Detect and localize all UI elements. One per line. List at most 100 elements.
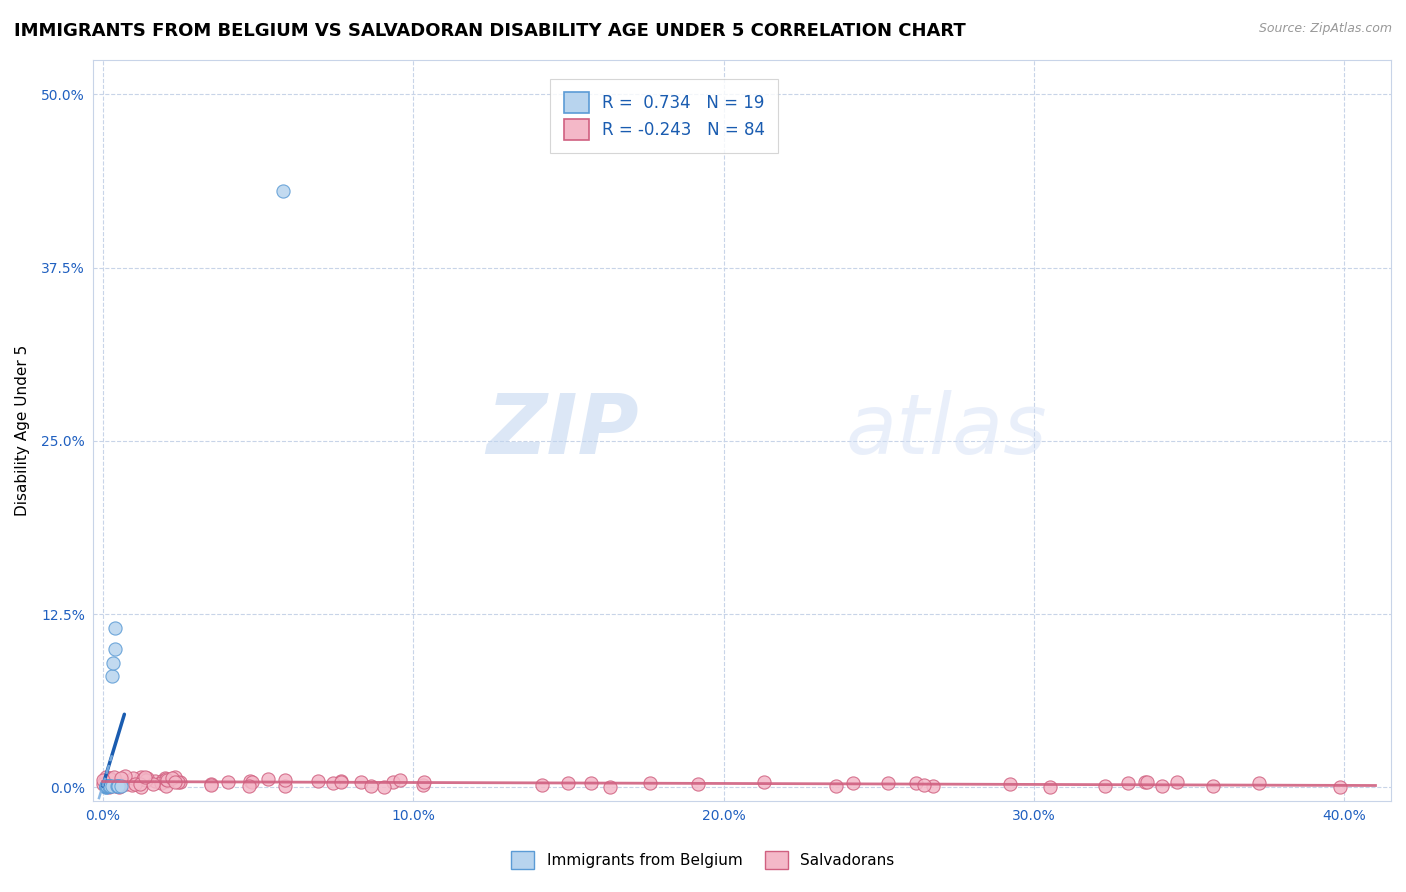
Point [1133,775,1156,789]
Point [96,779,118,793]
Point [321,775,343,789]
Point [824,780,846,794]
Point [104,641,127,656]
Point [257,772,280,787]
Point [200,777,222,791]
Point [155,780,177,794]
Point [162,771,184,785]
Point [1039,780,1062,794]
Point [94,779,117,793]
Point [752,775,775,789]
Point [122,771,145,785]
Point [110,771,132,785]
Point [922,780,945,794]
Point [98,772,121,787]
Point [1166,775,1188,789]
Point [412,778,434,792]
Point [143,774,166,789]
Point [1249,776,1271,790]
Point [841,776,863,790]
Point [124,777,146,791]
Point [271,184,294,198]
Point [91,777,114,791]
Point [142,777,165,791]
Point [114,769,136,783]
Point [904,776,927,790]
Point [98,771,121,785]
Point [103,770,125,784]
Point [94,773,117,788]
Point [108,776,131,790]
Point [530,778,553,792]
Point [104,779,127,793]
Point [105,779,128,793]
Point [135,771,157,785]
Text: Source: ZipAtlas.com: Source: ZipAtlas.com [1258,22,1392,36]
Point [94,779,117,793]
Point [1329,780,1351,794]
Point [114,777,136,791]
Point [1094,779,1116,793]
Point [132,772,155,787]
Point [129,780,152,794]
Point [912,777,935,791]
Point [217,774,239,789]
Point [107,779,129,793]
Point [97,780,120,794]
Point [94,780,117,795]
Point [94,780,117,795]
Point [876,776,898,790]
Point [156,773,179,788]
Point [163,770,186,784]
Point [200,778,222,792]
Point [96,779,118,793]
Text: ZIP: ZIP [485,390,638,471]
Point [134,770,156,784]
Point [388,772,411,787]
Point [557,776,579,790]
Point [121,778,143,792]
Point [1152,779,1174,793]
Text: atlas: atlas [846,390,1047,471]
Point [579,776,602,790]
Point [686,777,709,791]
Point [169,775,191,789]
Point [129,770,152,784]
Point [156,774,179,789]
Point [91,772,114,787]
Point [638,776,661,790]
Point [110,779,132,793]
Legend: R =  0.734   N = 19, R = -0.243   N = 84: R = 0.734 N = 19, R = -0.243 N = 84 [550,79,779,153]
Point [413,775,436,789]
Point [330,773,353,788]
Point [100,779,122,793]
Point [108,780,131,794]
Point [240,775,263,789]
Point [998,777,1021,791]
Point [1201,779,1223,793]
Point [350,775,373,789]
Point [97,779,120,793]
Point [97,779,120,793]
Point [103,656,125,670]
Point [1116,776,1139,790]
Point [599,780,621,794]
Point [149,776,172,790]
Point [108,778,131,792]
Text: IMMIGRANTS FROM BELGIUM VS SALVADORAN DISABILITY AGE UNDER 5 CORRELATION CHART: IMMIGRANTS FROM BELGIUM VS SALVADORAN DI… [14,22,966,40]
Point [101,779,124,793]
Point [155,772,177,787]
Point [381,774,404,789]
Y-axis label: Disability Age Under 5: Disability Age Under 5 [15,344,30,516]
Point [329,774,352,789]
Point [167,775,190,789]
Point [274,779,297,793]
Point [239,774,262,789]
Point [360,779,382,793]
Legend: Immigrants from Belgium, Salvadorans: Immigrants from Belgium, Salvadorans [505,845,901,875]
Point [1136,775,1159,789]
Point [150,774,173,789]
Point [373,780,395,794]
Point [101,669,124,683]
Point [163,775,186,789]
